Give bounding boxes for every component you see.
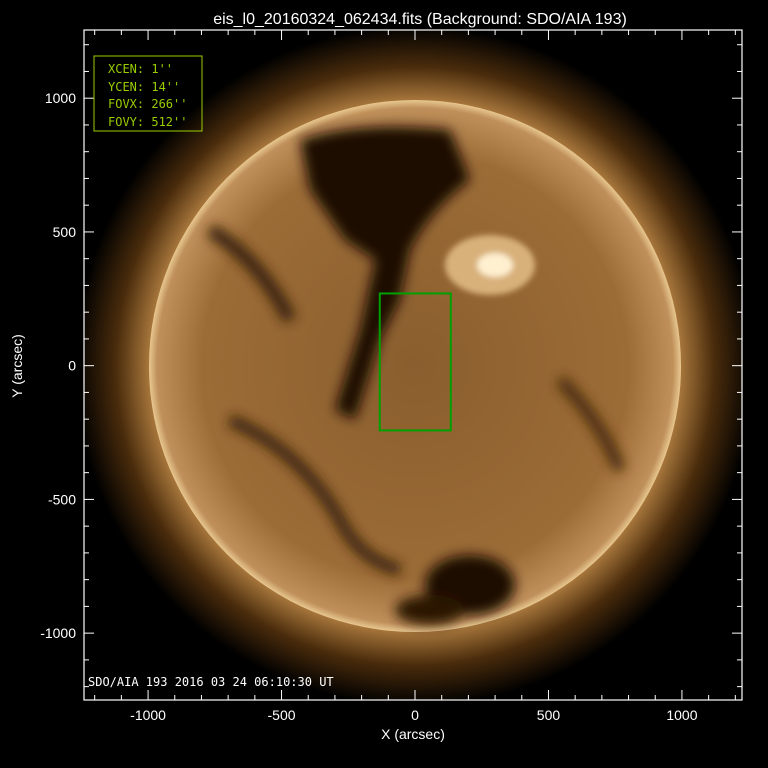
info-xcen: XCEN: 1'' xyxy=(108,62,173,76)
info-ycen: YCEN: 14'' xyxy=(108,80,180,94)
coronal-holes xyxy=(206,126,626,625)
y-tick-label: -500 xyxy=(48,491,76,507)
sun-image xyxy=(84,30,742,700)
info-fovy: FOVY: 512'' xyxy=(108,115,187,129)
plot-title: eis_l0_20160324_062434.fits (Background:… xyxy=(213,11,627,28)
x-tick-label: 0 xyxy=(411,707,419,723)
x-tick-label: 500 xyxy=(537,707,561,723)
y-tick-label: -1000 xyxy=(40,625,76,641)
x-axis-label: X (arcsec) xyxy=(381,726,445,742)
axis-ticks xyxy=(84,30,742,700)
active-region xyxy=(445,235,535,295)
x-tick-label: -1000 xyxy=(130,707,166,723)
y-tick-label: 0 xyxy=(68,358,76,374)
solar-disk xyxy=(149,100,681,632)
y-axis-label: Y (arcsec) xyxy=(9,334,25,398)
info-fovx: FOVX: 266'' xyxy=(108,97,187,111)
info-box xyxy=(93,55,203,132)
x-tick-label: 1000 xyxy=(666,707,697,723)
y-tick-label: 500 xyxy=(53,224,77,240)
plot-frame xyxy=(83,29,743,701)
x-tick-label: -500 xyxy=(268,707,296,723)
y-tick-label: 1000 xyxy=(45,90,76,106)
eis-fov-box xyxy=(378,292,452,432)
image-timestamp: SDO/AIA 193 2016 03 24 06:10:30 UT xyxy=(88,675,334,689)
